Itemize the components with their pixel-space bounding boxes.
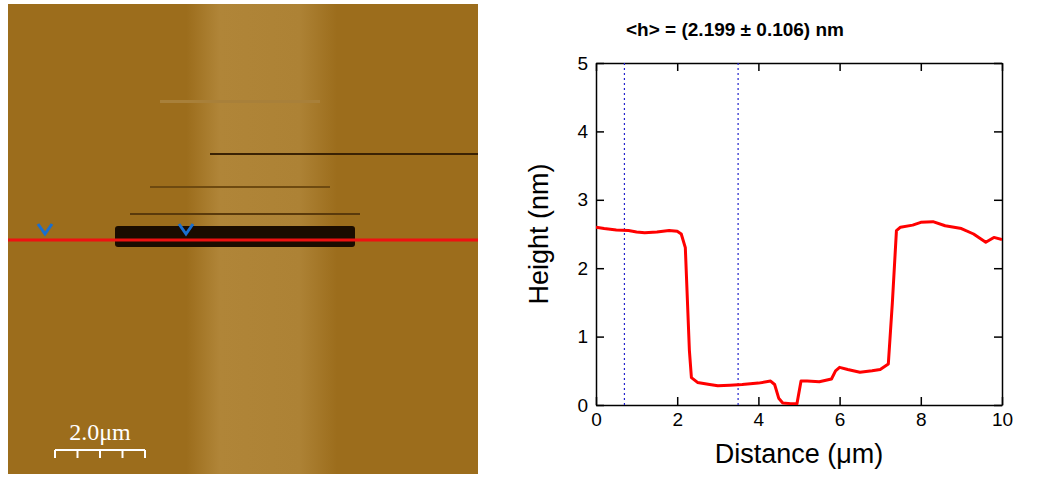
tick-mark: [921, 63, 923, 71]
cursor-line: [737, 63, 738, 405]
tick: [994, 337, 1002, 338]
x-axis: 0 2 4 6 8 10: [591, 397, 1013, 430]
scale-bar-tick: [77, 450, 79, 458]
tick-mark: [758, 63, 760, 71]
tick-mark: [994, 131, 1002, 133]
tick: 0: [577, 395, 604, 416]
tick-mark: [596, 336, 604, 338]
scale-bar-tick: [144, 450, 146, 458]
tick-label: 8: [916, 409, 927, 430]
scale-bar: 2.0μm: [55, 419, 145, 458]
chart-title: <h> = (2.199 ± 0.106) nm: [626, 19, 844, 40]
scale-bar-tick: [99, 450, 101, 458]
figure: 2.0μm 0 2 4 6 8 10 0 1 2 3 4 5 <h> = (2.199 ± 0.106) …: [0, 0, 1064, 477]
afm-trench: [115, 226, 355, 247]
tick-label: 5: [577, 53, 588, 74]
axis-line: [597, 405, 1003, 407]
tick: [994, 268, 1002, 269]
tick: [840, 63, 841, 71]
y-axis-title: Height (nm): [524, 163, 554, 304]
tick-label: 0: [577, 395, 588, 416]
tick-mark: [994, 268, 1002, 270]
tick-label: 4: [577, 121, 588, 142]
tick: [994, 63, 1002, 64]
tick-mark: [994, 63, 1002, 65]
tick: 4: [577, 121, 604, 142]
scale-bar-tick: [54, 450, 56, 458]
tick: [596, 63, 597, 71]
axis-line: [597, 63, 1003, 65]
tick-label: 1: [577, 326, 588, 347]
tick-mark: [921, 397, 923, 405]
tick: 8: [916, 397, 927, 430]
tick: [994, 131, 1002, 132]
tick: [994, 200, 1002, 201]
tick: 1: [577, 326, 604, 347]
afm-image: 2.0μm: [8, 4, 478, 474]
y-axis-right: [994, 64, 1003, 406]
tick-mark: [839, 397, 841, 405]
tick-label: 2: [672, 409, 683, 430]
tick-label: 0: [591, 409, 602, 430]
tick-mark: [596, 63, 598, 71]
profile-line: [596, 222, 1002, 404]
afm-streak: [210, 153, 478, 155]
tick-mark: [596, 405, 604, 407]
afm-streak: [160, 100, 320, 103]
tick-mark: [596, 268, 604, 270]
tick-mark: [677, 63, 679, 71]
x-axis-top: [597, 63, 1003, 71]
tick-label: 2: [577, 258, 588, 279]
tick: [994, 405, 1002, 406]
afm-cursor: [38, 224, 52, 234]
tick-mark: [596, 131, 604, 133]
tick-mark: [994, 405, 1002, 407]
y-axis: 0 1 2 3 4 5: [577, 53, 604, 416]
afm-background: [8, 4, 478, 474]
afm-streak: [130, 213, 360, 215]
tick-mark: [994, 336, 1002, 338]
tick-mark: [758, 397, 760, 405]
tick-mark: [839, 63, 841, 71]
tick: 3: [577, 189, 604, 210]
tick-mark: [677, 397, 679, 405]
tick-label: 6: [835, 409, 846, 430]
cursor-line: [624, 63, 625, 405]
axis-line: [1002, 64, 1004, 406]
tick: [677, 63, 678, 71]
tick: 6: [835, 397, 846, 430]
tick: 2: [577, 258, 604, 279]
tick-label: 10: [992, 409, 1013, 430]
tick-mark: [994, 200, 1002, 202]
tick-label: 3: [577, 189, 588, 210]
afm-cursor: [179, 224, 193, 234]
tick: 4: [754, 397, 765, 430]
tick: 2: [672, 397, 683, 430]
axis-line: [596, 64, 598, 406]
plot-area: [596, 63, 1002, 405]
tick-mark: [596, 200, 604, 202]
afm-streak: [150, 186, 330, 188]
tick-label: 4: [754, 409, 765, 430]
scale-bar-label: 2.0μm: [69, 419, 131, 445]
tick: [921, 63, 922, 71]
x-axis-title: Distance (μm): [715, 439, 884, 469]
tick: [758, 63, 759, 71]
chart: 0 2 4 6 8 10 0 1 2 3 4 5 <h> = (2.199 ± 0.106) nm Dis…: [524, 19, 1013, 469]
afm-profile-line: [8, 239, 478, 242]
scale-bar-tick: [122, 450, 124, 458]
